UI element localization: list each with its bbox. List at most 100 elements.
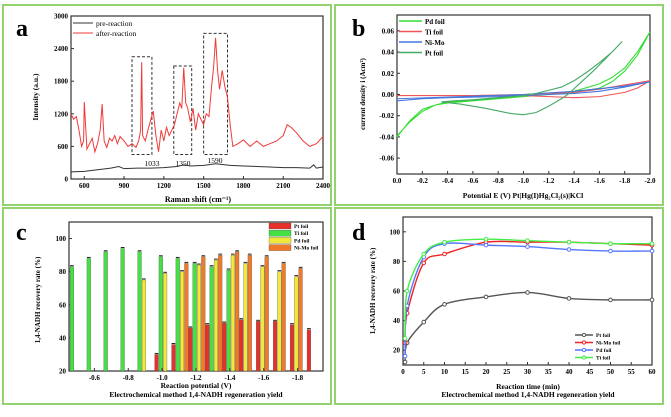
- d-point: [525, 238, 530, 243]
- c-bar-Pd foil--1.6: [260, 266, 265, 372]
- d-legend-marker: [581, 355, 587, 360]
- d-legend-marker: [581, 340, 587, 345]
- d-point: [483, 236, 489, 242]
- d-ytick-label: 100: [390, 228, 401, 236]
- d-point: [608, 241, 613, 246]
- c-bar-Ni-Mo foil--1.7: [281, 263, 286, 372]
- d-xtick-label: 60: [649, 368, 657, 376]
- b-ytick-label: -0.06: [379, 155, 394, 163]
- a-ytick-label: 2400: [54, 45, 69, 53]
- c-bar-Ni-Mo foil--1.2: [201, 256, 206, 372]
- a-annot-1590: 1590: [208, 156, 223, 165]
- a-series-pre-reaction: [70, 163, 324, 173]
- d-xtick-label: 45: [586, 368, 594, 376]
- d-xtick-label: 0: [401, 368, 405, 376]
- c-bar-Pd foil--1.1: [180, 271, 185, 372]
- d-ytick-label: 40: [393, 317, 401, 325]
- panel-label-a: a: [16, 16, 28, 42]
- d-point: [442, 239, 447, 245]
- c-bar-Pt foil--1.2: [188, 327, 193, 372]
- a-ytick-label: 0: [65, 176, 69, 184]
- c-bar-Ti foil--0.6: [86, 258, 91, 372]
- c-xtick-label: -1.4: [224, 374, 236, 382]
- c-legend-swatch: [268, 222, 292, 230]
- panel-label-b: b: [352, 16, 365, 42]
- d-ytick-label: 20: [393, 347, 401, 355]
- c-ytick-label: 60: [59, 301, 67, 309]
- frame-a: [2, 4, 332, 206]
- d-xtick-label: 30: [524, 368, 532, 376]
- c-bar-Pd foil--1.5: [243, 263, 248, 372]
- c-bar-Pt foil--1.4: [222, 322, 227, 372]
- d-point: [421, 319, 427, 325]
- c-legend-label: Ni-Mo foil: [294, 246, 319, 252]
- c-xlabel: Reaction potential (V): [161, 381, 232, 390]
- b-ytick-label: 0.06: [382, 27, 395, 35]
- c-bar-Ti foil--1.1: [175, 258, 180, 372]
- c-bar-Ni-Mo foil--1.4: [235, 251, 240, 372]
- c-bar-Ti foil--1.4: [226, 269, 231, 372]
- c-bar-Pt foil--1.5: [239, 319, 244, 372]
- d-xtick-label: 35: [545, 368, 553, 376]
- d-point: [442, 251, 447, 257]
- c-bar-Ni-Mo foil--1.5: [247, 254, 252, 372]
- d-point: [566, 296, 572, 301]
- b-legend-label: Ni-Mo: [425, 39, 445, 47]
- b-xtick-label: -2.0: [644, 177, 656, 185]
- a-annot-1033: 1033: [145, 159, 160, 168]
- c-legend-label: Pt foil: [294, 224, 309, 230]
- a-xtick-label: 600: [79, 182, 90, 190]
- b-xtick-label: -1.4: [569, 177, 581, 185]
- b-ytick-label: 0.02: [382, 70, 395, 78]
- c-ytick-label: 20: [59, 368, 67, 376]
- c-xtick-label: -0.6: [89, 374, 101, 382]
- a-xtick-label: 1200: [157, 182, 172, 190]
- c-bar-Ni-Mo foil--1.8: [298, 268, 303, 372]
- d-xtick-label: 25: [503, 368, 511, 376]
- c-bar-Pt foil--1.1: [171, 344, 176, 372]
- c-xtick-label: -1.2: [190, 374, 202, 382]
- c-bar-Ti foil--0.9: [137, 251, 142, 372]
- b-ylabel: current density i (Acm²): [359, 57, 367, 129]
- b-series-Ni-Mo: [396, 81, 651, 102]
- b-xtick-label: -1.0: [518, 177, 530, 185]
- d-series-Pt foil: [404, 291, 653, 363]
- a-legend-label: after-reaction: [96, 29, 136, 38]
- d-point: [566, 247, 572, 252]
- c-bar-Ni-Mo foil--1.6: [264, 256, 269, 372]
- d-xtick-label: 40: [566, 368, 574, 376]
- a-legend-label: pre-reaction: [96, 19, 132, 28]
- c-ytick-label: 40: [59, 334, 67, 342]
- c-bar-Ti foil--1.0: [158, 256, 163, 372]
- c-bar-Pd foil--1.8: [294, 276, 299, 372]
- c-ytick-label: 80: [59, 268, 67, 276]
- b-xtick-label: -0.2: [417, 177, 429, 185]
- d-legend-label: Pt foil: [596, 333, 611, 339]
- d-xtick-label: 55: [628, 368, 636, 376]
- a-xtick-label: 1500: [197, 182, 212, 190]
- d-point: [421, 260, 427, 266]
- c-xtick-label: -1.6: [258, 374, 270, 382]
- d-legend-label: Ni-Mo foil: [596, 341, 621, 347]
- c-legend-swatch: [268, 244, 292, 251]
- b-xtick-label: -0.8: [493, 177, 505, 185]
- b-ytick-label: -0.04: [379, 133, 394, 141]
- c-xtick-label: -1.0: [157, 374, 169, 382]
- d-ytick-label: 80: [393, 258, 401, 266]
- frame-c: [2, 207, 332, 405]
- b-xtick-label: -1.8: [619, 177, 631, 185]
- c-ylabel: 1,4-NADH recovery rate (%): [34, 256, 42, 343]
- d-point: [566, 239, 572, 245]
- b-xtick-label: -0.6: [467, 177, 479, 185]
- d-point: [608, 248, 613, 254]
- c-bar-Pt foil--1.0: [154, 354, 159, 372]
- c-bar-Ti foil--1.3: [209, 266, 214, 372]
- d-point: [525, 244, 530, 249]
- panel-label-c: c: [16, 220, 27, 246]
- a-ytick-label: 3000: [54, 13, 69, 21]
- d-legend-label: Ti foil: [596, 356, 611, 362]
- d-xtick-label: 5: [422, 368, 426, 376]
- b-ytick-label: -0.02: [379, 112, 394, 120]
- peak-box-1350: [173, 65, 193, 156]
